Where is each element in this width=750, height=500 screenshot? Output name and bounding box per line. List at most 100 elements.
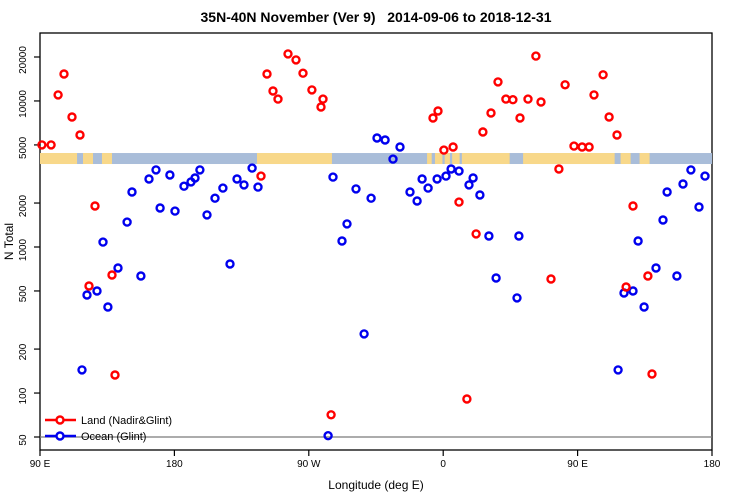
data-point-ocean <box>113 263 123 273</box>
data-point-ocean <box>700 171 710 181</box>
data-point-ocean <box>464 180 474 190</box>
land-band-segment <box>452 153 460 165</box>
data-point-land <box>291 55 301 65</box>
data-point-land <box>612 130 622 140</box>
data-point-ocean <box>179 181 189 191</box>
data-point-ocean <box>190 173 200 183</box>
legend-marker-ocean <box>55 431 65 441</box>
data-point-land <box>478 127 488 137</box>
data-point-land <box>307 85 317 95</box>
data-point-ocean <box>144 174 154 184</box>
data-point-ocean <box>512 293 522 303</box>
data-point-ocean <box>323 431 333 441</box>
data-point-ocean <box>328 172 338 182</box>
y-tick-label: 5000 <box>18 136 29 159</box>
land-band-segment <box>620 153 631 165</box>
data-point-land <box>439 145 449 155</box>
x-tick-label: 90 E <box>30 459 51 470</box>
data-point-ocean <box>342 219 352 229</box>
y-tick-label: 500 <box>18 285 29 302</box>
y-tick-label: 100 <box>18 387 29 404</box>
data-point-ocean <box>232 174 242 184</box>
data-point-ocean <box>686 165 696 175</box>
data-point-land <box>110 370 120 380</box>
data-point-land <box>318 94 328 104</box>
data-point-ocean <box>613 365 623 375</box>
data-point-ocean <box>417 174 427 184</box>
data-point-land <box>523 94 533 104</box>
data-point-ocean <box>484 231 494 241</box>
data-point-ocean <box>225 259 235 269</box>
data-point-ocean <box>432 174 442 184</box>
x-tick-label: 90 W <box>297 459 321 470</box>
data-point-ocean <box>651 263 661 273</box>
data-point-land <box>515 113 525 123</box>
data-point-ocean <box>628 286 638 296</box>
data-point-ocean <box>639 302 649 312</box>
data-point-land <box>493 77 503 87</box>
data-point-land <box>531 51 541 61</box>
data-point-ocean <box>92 286 102 296</box>
data-point-land <box>316 102 326 112</box>
land-band-segment <box>434 153 443 165</box>
data-point-land <box>462 394 472 404</box>
data-point-land <box>298 68 308 78</box>
data-point-ocean <box>359 329 369 339</box>
data-point-land <box>107 270 117 280</box>
data-point-land <box>283 49 293 59</box>
data-point-ocean <box>122 217 132 227</box>
data-point-ocean <box>475 190 485 200</box>
data-point-ocean <box>82 290 92 300</box>
data-point-land <box>273 94 283 104</box>
land-band-segment <box>461 153 510 165</box>
y-tick-label: 10000 <box>18 90 29 118</box>
data-point-ocean <box>441 171 451 181</box>
data-point-land <box>589 90 599 100</box>
data-point-ocean <box>662 187 672 197</box>
data-point-land <box>37 140 47 150</box>
plot-box <box>39 32 713 451</box>
data-point-land <box>428 113 438 123</box>
data-point-land <box>433 106 443 116</box>
data-point-land <box>536 97 546 107</box>
data-point-land <box>59 69 69 79</box>
data-point-land <box>554 164 564 174</box>
y-tick-label: 1000 <box>18 238 29 261</box>
data-point-ocean <box>380 135 390 145</box>
data-point-ocean <box>127 187 137 197</box>
land-band-segment <box>523 153 615 165</box>
data-point-land <box>46 140 56 150</box>
data-point-ocean <box>253 182 263 192</box>
data-point-land <box>326 410 336 420</box>
data-point-ocean <box>446 164 456 174</box>
chart-title: 35N-40N November (Ver 9) 2014-09-06 to 2… <box>200 9 552 25</box>
data-point-ocean <box>388 154 398 164</box>
land-band-segment <box>40 153 78 165</box>
data-point-ocean <box>170 206 180 216</box>
data-point-land <box>508 94 518 105</box>
data-point-land <box>67 112 77 122</box>
data-point-ocean <box>77 365 87 375</box>
y-axis-label: N Total <box>2 223 16 260</box>
data-point-land <box>454 197 464 207</box>
data-point-ocean <box>423 183 433 193</box>
data-point-ocean <box>239 180 249 190</box>
land-band-segment <box>101 153 112 165</box>
data-point-ocean <box>218 183 228 193</box>
data-point-land <box>546 274 556 284</box>
data-point-ocean <box>195 165 205 175</box>
data-point-land <box>584 142 594 152</box>
data-point-land <box>604 112 614 122</box>
land-band-segment <box>256 153 332 165</box>
data-point-land <box>262 69 272 79</box>
data-point-ocean <box>136 271 146 281</box>
data-point-land <box>268 86 278 96</box>
data-point-ocean <box>633 236 643 246</box>
data-point-ocean <box>247 163 257 173</box>
data-point-land <box>471 229 481 239</box>
ocean-band <box>40 153 712 165</box>
data-point-land <box>84 281 94 291</box>
data-point-ocean <box>372 133 382 143</box>
data-point-land <box>90 201 100 211</box>
